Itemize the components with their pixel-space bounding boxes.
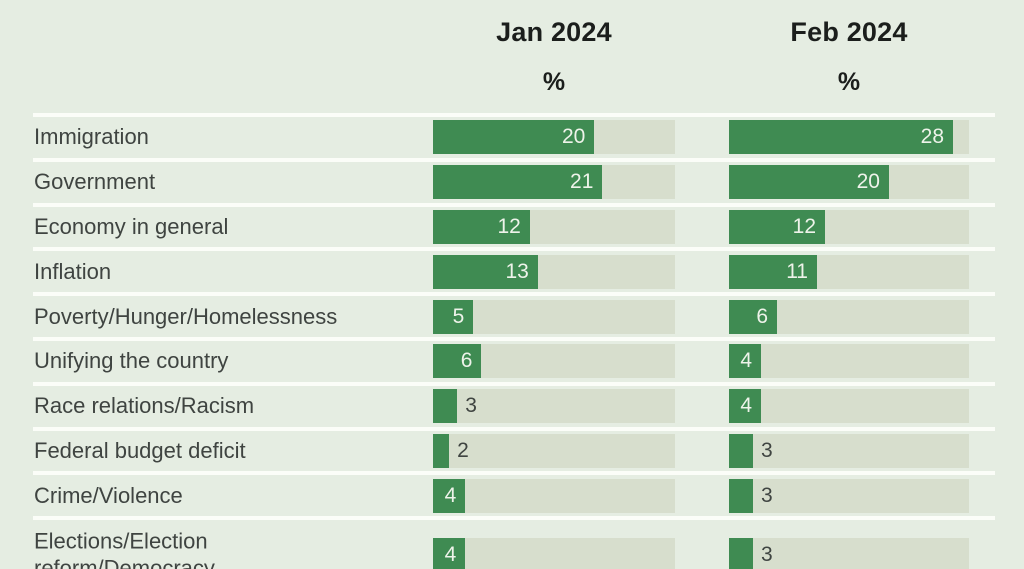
jan-bar-track: 4 (433, 538, 675, 569)
bar-fill: 5 (433, 299, 474, 334)
feb-bar-track: 20 (729, 165, 969, 200)
feb-bar-track: 4 (729, 344, 969, 379)
bar-value: 3 (761, 483, 773, 507)
bar-fill (433, 433, 450, 468)
feb-bar-track: 3 (729, 538, 969, 569)
bar-value: 20 (856, 170, 880, 194)
bar-fill: 11 (729, 254, 817, 289)
bar-fill (729, 433, 753, 468)
bar-fill: 20 (729, 165, 889, 200)
bar-fill (729, 478, 753, 513)
bar-value: 4 (740, 349, 752, 373)
jan-bar-track: 2 (433, 433, 675, 468)
bar-fill: 12 (729, 209, 825, 244)
bar-fill: 12 (433, 209, 530, 244)
bar-value: 20 (561, 125, 586, 149)
bar-value: 3 (761, 543, 773, 567)
column-header-feb: Feb 2024 % (729, 16, 969, 95)
bar-fill: 28 (729, 120, 953, 155)
chart-row: Inflation 13 11 (33, 247, 995, 292)
bar-value: 21 (570, 170, 594, 194)
feb-bar-track: 6 (729, 299, 969, 334)
bar-value: 5 (452, 304, 465, 328)
jan-bar-track: 5 (433, 299, 675, 334)
bar-value: 3 (761, 438, 773, 462)
feb-bar-track: 11 (729, 254, 969, 289)
chart-rows: Immigration 20 28 Government 21 20 Eco (33, 113, 995, 569)
jan-bar-track: 21 (433, 165, 675, 200)
category-label: Poverty/Hunger/Homelessness (34, 303, 338, 329)
column-header-jan: Jan 2024 % (433, 16, 675, 95)
feb-bar-track: 4 (729, 389, 969, 424)
bar-value: 4 (444, 543, 457, 567)
chart-row: Unifying the country 6 4 (33, 336, 995, 382)
chart-row: Crime/Violence 4 3 (33, 471, 995, 516)
category-label: Inflation (34, 258, 112, 284)
chart-row: Government 21 20 (33, 157, 995, 203)
feb-bar-track: 28 (729, 120, 969, 155)
bar-fill: 13 (433, 254, 538, 289)
jan-bar-track: 4 (433, 478, 675, 513)
column-month-label: Jan 2024 (496, 17, 612, 47)
bar-fill: 6 (729, 299, 777, 334)
bar-fill: 4 (729, 344, 761, 379)
bar-fill: 4 (433, 538, 466, 569)
chart-row: Immigration 20 28 (33, 113, 995, 158)
category-label: Immigration (34, 124, 149, 150)
chart-row: Federal budget deficit 2 3 (33, 426, 995, 472)
percent-sign: % (542, 68, 566, 96)
feb-bar-track: 12 (729, 209, 969, 244)
feb-bar-track: 3 (729, 433, 969, 468)
column-month-label: Feb 2024 (790, 17, 908, 47)
jan-bar-track: 6 (433, 344, 675, 379)
bar-value: 13 (505, 259, 529, 283)
bar-value: 4 (740, 394, 752, 418)
bar-fill (433, 389, 458, 424)
category-label: Government (34, 168, 156, 194)
chart-row: Economy in general 12 12 (33, 202, 995, 248)
chart-row: Poverty/Hunger/Homelessness 5 6 (33, 292, 995, 337)
category-label: Crime/Violence (34, 482, 183, 508)
bar-fill: 20 (433, 120, 595, 155)
bar-value: 12 (497, 214, 521, 238)
bar-value: 3 (465, 394, 477, 418)
bar-fill: 21 (433, 165, 603, 200)
feb-bar-track: 3 (729, 478, 969, 513)
bar-fill: 6 (433, 344, 482, 379)
category-label: Economy in general (34, 213, 229, 239)
bar-value: 4 (444, 483, 457, 507)
bar-value: 6 (756, 304, 768, 328)
bar-fill: 4 (433, 478, 466, 513)
category-label: Elections/Election reform/Democracy (34, 528, 215, 569)
bar-value: 6 (460, 349, 473, 373)
bar-fill (729, 538, 753, 569)
category-label: Unifying the country (34, 348, 229, 374)
bar-fill: 4 (729, 389, 761, 424)
percent-sign: % (837, 68, 861, 96)
jan-bar-track: 13 (433, 254, 675, 289)
bar-value: 12 (792, 214, 816, 238)
bar-value: 11 (786, 259, 808, 283)
bar-value: 28 (920, 125, 944, 149)
jan-bar-track: 20 (433, 120, 675, 155)
category-label: Race relations/Racism (34, 392, 255, 418)
jan-bar-track: 12 (433, 209, 675, 244)
category-label: Federal budget deficit (34, 437, 246, 463)
chart-row: Race relations/Racism 3 4 (33, 381, 995, 427)
jan-bar-track: 3 (433, 389, 675, 424)
chart-row: Elections/Election reform/Democracy 4 3 (33, 516, 995, 569)
bar-value: 2 (457, 438, 469, 462)
